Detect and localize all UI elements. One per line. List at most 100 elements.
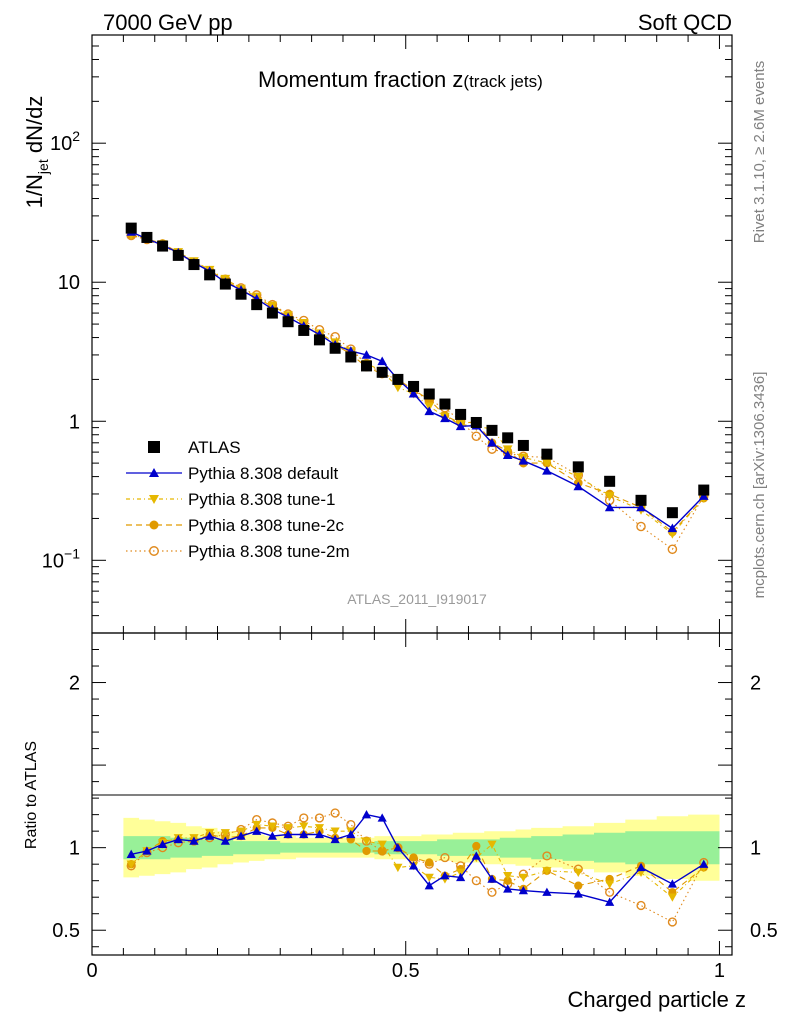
main-point-tune1 bbox=[502, 445, 513, 454]
legend-marker-tune2m bbox=[149, 546, 159, 556]
legend-marker-tune2c bbox=[149, 520, 159, 530]
ratio-point-default bbox=[361, 810, 372, 819]
main-title-sub: (track jets) bbox=[463, 72, 542, 91]
ratio-point-tune2c bbox=[362, 846, 371, 856]
ratio-ytick-label-right: 1 bbox=[750, 838, 761, 860]
main-point-atlas bbox=[604, 475, 616, 487]
main-point-atlas bbox=[219, 278, 231, 290]
ratio-point-tune1 bbox=[518, 873, 528, 882]
main-point-atlas bbox=[635, 494, 647, 506]
legend: ATLAS Pythia 8.308 default Pythia 8.308 tu… bbox=[126, 438, 350, 561]
main-series bbox=[125, 222, 710, 555]
main-point-atlas bbox=[329, 342, 341, 354]
ratio-point-tune1 bbox=[393, 863, 403, 873]
main-point-atlas bbox=[502, 432, 514, 444]
ratio-ytick-label: 1 bbox=[69, 838, 80, 860]
main-series-atlas bbox=[125, 222, 710, 519]
ratio-point-default bbox=[267, 831, 277, 840]
ratio-point-default bbox=[573, 889, 583, 898]
ratio-point-tune1 bbox=[424, 873, 434, 882]
ratio-point-tune2c bbox=[503, 876, 512, 885]
main-point-tune2m bbox=[636, 521, 646, 532]
ratio-point-default bbox=[314, 829, 325, 839]
ratio-point-tune1 bbox=[267, 822, 277, 831]
main-ytick-label: 102 bbox=[50, 128, 80, 155]
ratio-point-tune2c bbox=[472, 841, 481, 851]
category-label: Soft QCD bbox=[638, 10, 732, 35]
main-point-atlas bbox=[125, 222, 137, 234]
ratio-point-tune2c bbox=[574, 881, 583, 890]
ratio-point-tune1 bbox=[487, 840, 497, 849]
main-ytick-label: 10−1 bbox=[42, 545, 80, 572]
legend-label-atlas: ATLAS bbox=[188, 438, 241, 457]
main-point-tune1 bbox=[542, 459, 552, 468]
ratio-point-tune1 bbox=[667, 893, 677, 902]
ratio-ytick-label: 0.5 bbox=[52, 920, 80, 942]
ratio-series-tune1 bbox=[126, 820, 709, 902]
ratio-point-default bbox=[346, 829, 356, 839]
main-point-default bbox=[424, 406, 435, 416]
main-point-tune1 bbox=[604, 492, 615, 501]
main-point-atlas bbox=[376, 366, 388, 378]
ratio-point-default bbox=[283, 829, 293, 839]
main-point-tune2m bbox=[471, 431, 482, 442]
ratio-point-tune1 bbox=[503, 872, 513, 881]
ratio-point-tune2m bbox=[346, 819, 356, 830]
rivet-version-label: Rivet 3.1.10, ≥ 2.6M events bbox=[751, 61, 768, 244]
ratio-point-tune2m bbox=[636, 900, 646, 911]
ratio-point-default bbox=[605, 897, 615, 906]
main-point-atlas bbox=[486, 424, 498, 436]
main-point-default bbox=[667, 523, 678, 533]
ratio-point-default bbox=[299, 829, 309, 839]
ratio-point-tune2m bbox=[471, 876, 481, 886]
ratio-point-tune2m bbox=[330, 808, 340, 818]
ratio-point-default bbox=[377, 813, 387, 822]
main-point-atlas bbox=[541, 448, 553, 460]
main-point-default bbox=[636, 502, 646, 512]
ratio-point-default bbox=[699, 859, 709, 868]
main-ylabel: 1/Njet dN/dz bbox=[22, 96, 51, 209]
ratio-point-tune1 bbox=[220, 829, 230, 838]
main-point-atlas bbox=[455, 408, 467, 420]
ratio-point-default bbox=[667, 879, 677, 888]
main-point-default bbox=[542, 466, 552, 475]
ratio-point-default bbox=[424, 881, 434, 890]
main-point-tune1 bbox=[573, 472, 584, 482]
main-point-atlas bbox=[666, 507, 678, 519]
ratio-point-tune1 bbox=[252, 820, 262, 830]
main-ytick-label-exp: −1 bbox=[64, 545, 80, 561]
main-point-default bbox=[377, 356, 387, 366]
main-point-atlas bbox=[204, 269, 216, 281]
main-ytick-label: 1 bbox=[69, 411, 80, 433]
main-point-atlas bbox=[157, 240, 169, 252]
main-point-default bbox=[361, 350, 372, 359]
main-point-atlas bbox=[423, 388, 435, 400]
ratio-point-default bbox=[205, 831, 215, 840]
legend-label-tune2c: Pythia 8.308 tune-2c bbox=[188, 516, 344, 535]
ratio-point-tune1 bbox=[283, 824, 293, 833]
legend-label-tune1: Pythia 8.308 tune-1 bbox=[188, 490, 335, 509]
ratio-point-default bbox=[542, 887, 552, 896]
main-line-tune2m bbox=[131, 234, 705, 551]
main-point-tune2m bbox=[667, 544, 678, 555]
main-title: Momentum fraction z(track jets) bbox=[258, 67, 543, 92]
main-point-tune1 bbox=[393, 383, 403, 393]
ratio-point-default bbox=[456, 872, 466, 882]
main-point-default bbox=[408, 388, 419, 398]
main-point-default bbox=[518, 455, 529, 465]
analysis-watermark: ATLAS_2011_I919017 bbox=[347, 591, 487, 607]
ratio-point-default bbox=[189, 836, 199, 845]
main-point-atlas bbox=[266, 307, 278, 319]
main-point-atlas bbox=[251, 299, 263, 311]
ratio-point-default bbox=[393, 843, 403, 852]
ratio-frame bbox=[91, 632, 733, 956]
ratio-point-tune1 bbox=[314, 824, 325, 833]
main-point-tune1 bbox=[667, 529, 678, 539]
ratio-band-inner bbox=[123, 831, 720, 865]
ratio-point-default bbox=[126, 849, 136, 858]
ratio-point-default bbox=[173, 834, 183, 844]
main-point-default bbox=[455, 421, 466, 431]
